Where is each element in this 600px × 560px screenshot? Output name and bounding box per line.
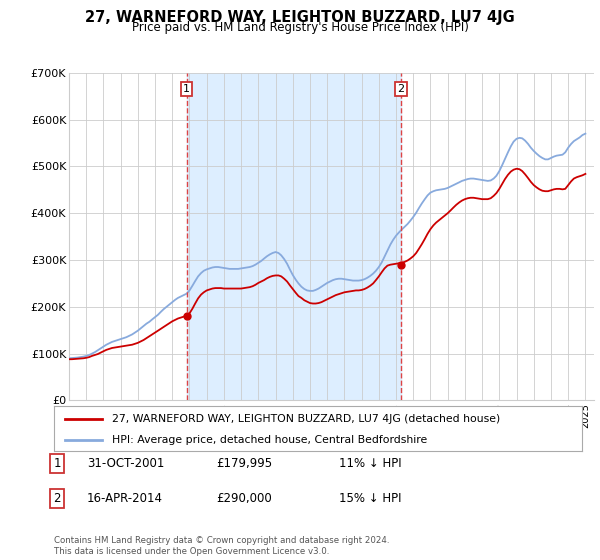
Text: 1: 1 [53,457,61,470]
Text: Contains HM Land Registry data © Crown copyright and database right 2024.
This d: Contains HM Land Registry data © Crown c… [54,536,389,556]
Text: £290,000: £290,000 [216,492,272,505]
Text: 11% ↓ HPI: 11% ↓ HPI [339,457,401,470]
Text: 2: 2 [53,492,61,505]
Text: 31-OCT-2001: 31-OCT-2001 [87,457,164,470]
Text: 2: 2 [397,84,404,94]
Text: £179,995: £179,995 [216,457,272,470]
Text: Price paid vs. HM Land Registry's House Price Index (HPI): Price paid vs. HM Land Registry's House … [131,21,469,34]
Text: HPI: Average price, detached house, Central Bedfordshire: HPI: Average price, detached house, Cent… [112,435,427,445]
Text: 15% ↓ HPI: 15% ↓ HPI [339,492,401,505]
Text: 16-APR-2014: 16-APR-2014 [87,492,163,505]
Bar [187,73,401,400]
Text: 27, WARNEFORD WAY, LEIGHTON BUZZARD, LU7 4JG (detached house): 27, WARNEFORD WAY, LEIGHTON BUZZARD, LU7… [112,413,500,423]
Text: 1: 1 [183,84,190,94]
Text: 27, WARNEFORD WAY, LEIGHTON BUZZARD, LU7 4JG: 27, WARNEFORD WAY, LEIGHTON BUZZARD, LU7… [85,10,515,25]
